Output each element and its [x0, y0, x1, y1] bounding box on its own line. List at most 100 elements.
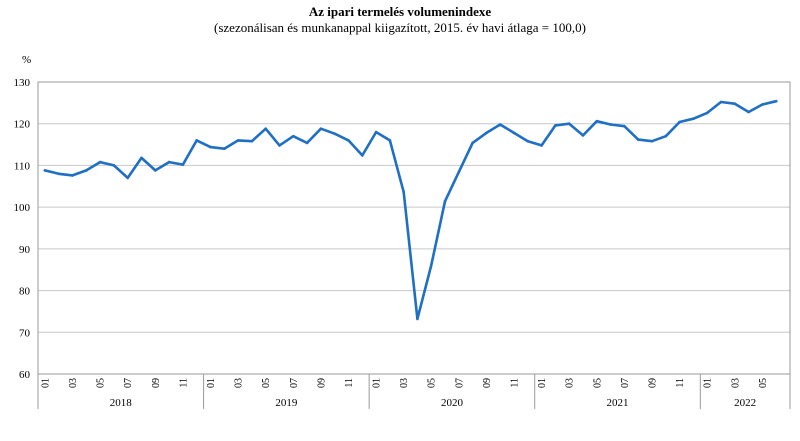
y-axis-unit-label: % [22, 54, 31, 66]
data-point [678, 120, 681, 124]
y-tick-label: 110 [14, 160, 31, 172]
y-tick-label: 90 [19, 244, 31, 256]
series-group [43, 99, 778, 321]
year-label-2019: 2019 [275, 397, 298, 409]
data-point [416, 317, 419, 321]
data-point [292, 134, 295, 138]
data-point [443, 200, 447, 203]
data-point [85, 169, 88, 172]
chart-subtitle: (szezonálisan és munkanappal kiigazított… [214, 20, 586, 35]
month-tick-label: 07 [454, 378, 465, 388]
plot-border [37, 81, 791, 375]
data-point [140, 156, 143, 160]
chart-title: Az ipari termelés volumenindexe [308, 4, 492, 19]
month-tick-label: 01 [703, 378, 714, 388]
data-point [361, 154, 364, 157]
month-tick-label: 07 [123, 378, 134, 388]
month-tick-label: 05 [427, 378, 438, 388]
y-tick-label: 130 [14, 77, 31, 89]
data-point [471, 141, 474, 145]
data-point [567, 122, 571, 125]
data-point [57, 172, 60, 176]
data-point [236, 139, 240, 142]
data-point [650, 139, 654, 143]
data-point [305, 141, 309, 145]
series-line-0 [43, 99, 778, 321]
month-tick-label: 01 [40, 378, 51, 388]
data-point [126, 176, 129, 180]
month-tick-label: 07 [620, 378, 631, 388]
y-tick-label: 70 [19, 327, 31, 339]
month-tick-label: 01 [372, 378, 383, 388]
data-point [609, 123, 612, 126]
data-point [181, 163, 185, 166]
data-point [761, 103, 764, 106]
data-point [595, 119, 599, 123]
data-point [526, 139, 530, 143]
y-tick-label: 60 [19, 369, 31, 381]
data-point [154, 169, 157, 172]
data-point [636, 138, 640, 141]
data-point [319, 127, 323, 130]
data-point [733, 102, 737, 105]
data-point [664, 134, 668, 138]
y-tick-label: 100 [14, 202, 31, 214]
data-point [71, 174, 74, 177]
data-point [581, 134, 585, 137]
month-tick-label: 05 [592, 378, 603, 388]
x-axis: 2018 2019 2020 2021 2022 01 03 05 07 09 11 01 03 05 07… [37, 374, 791, 409]
y-tick-label: 120 [14, 119, 31, 131]
data-point [554, 124, 557, 127]
data-point [457, 170, 461, 174]
data-point [540, 144, 543, 147]
month-tick-label: 01 [206, 378, 217, 388]
data-point [388, 139, 392, 142]
month-tick-label: 11 [675, 378, 686, 388]
data-point [705, 111, 709, 115]
year-label-2018: 2018 [110, 397, 133, 409]
month-tick-label: 03 [399, 378, 410, 388]
data-point [264, 127, 268, 130]
data-point [278, 144, 281, 147]
data-point [485, 131, 488, 135]
data-point [374, 130, 378, 134]
month-tick-label: 03 [234, 378, 245, 388]
month-tick-label: 05 [758, 378, 769, 388]
data-point [402, 190, 406, 194]
data-point [747, 110, 750, 114]
data-point [112, 164, 116, 167]
y-axis-ticks: 60 70 80 90 100 110 120 130 [14, 77, 31, 381]
data-point [347, 139, 350, 142]
month-tick-label: 09 [316, 378, 327, 388]
month-tick-label: 11 [344, 378, 355, 388]
month-tick-label: 03 [565, 378, 576, 388]
year-label-2021: 2021 [607, 397, 629, 409]
data-point [250, 139, 254, 143]
month-tick-label: 09 [482, 378, 493, 388]
month-tick-label: 11 [178, 378, 189, 388]
data-point [692, 117, 695, 120]
data-point [498, 123, 502, 126]
data-point [98, 160, 102, 164]
month-tick-label: 09 [648, 378, 659, 388]
y-tick-label: 80 [19, 286, 31, 298]
month-tick-label: 05 [261, 378, 272, 388]
month-tick-label: 01 [537, 378, 548, 388]
data-point [429, 264, 433, 267]
month-tick-label: 11 [510, 378, 521, 388]
data-point [719, 100, 723, 104]
month-tick-label: 03 [68, 378, 79, 388]
data-point [195, 139, 198, 142]
month-tick-label: 09 [151, 378, 162, 388]
data-point [623, 124, 626, 128]
data-point [223, 147, 226, 150]
month-tick-label: 07 [289, 378, 300, 388]
year-label-2020: 2020 [441, 397, 464, 409]
data-point [774, 99, 778, 103]
year-label-2022: 2022 [734, 397, 756, 409]
data-point [209, 145, 212, 149]
data-point [167, 160, 171, 164]
data-point [333, 132, 337, 135]
data-point [512, 131, 516, 135]
